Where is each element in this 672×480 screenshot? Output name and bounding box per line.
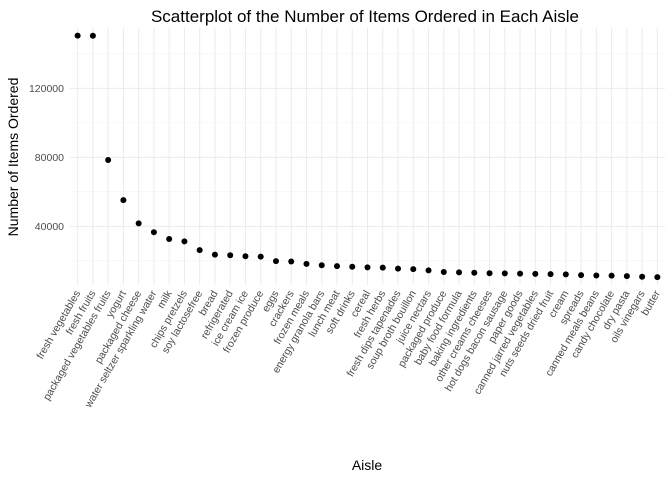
data-point	[471, 269, 478, 276]
data-point	[364, 264, 371, 271]
data-point	[379, 264, 386, 271]
data-point	[578, 272, 585, 279]
data-point	[395, 265, 402, 272]
y-tick-label: 80000	[35, 152, 64, 164]
data-point	[517, 270, 524, 277]
data-point	[135, 220, 142, 227]
y-tick-labels: 40000 80000 120000	[29, 83, 64, 233]
data-point	[303, 260, 310, 267]
data-point	[272, 258, 279, 265]
y-tick-label: 40000	[35, 221, 64, 233]
data-point	[166, 236, 173, 243]
data-point	[532, 270, 539, 277]
x-axis-title: Aisle	[352, 457, 383, 473]
data-point	[288, 258, 295, 265]
data-point	[242, 253, 249, 260]
data-point	[120, 197, 127, 204]
data-point	[486, 270, 493, 277]
data-point	[501, 270, 508, 277]
chart-title: Scatterplot of the Number of Items Order…	[151, 7, 579, 26]
data-point	[318, 262, 325, 269]
data-point	[257, 253, 264, 260]
data-point	[349, 263, 356, 270]
data-point	[105, 156, 112, 163]
data-point	[333, 263, 340, 270]
data-point	[456, 269, 463, 276]
data-point	[654, 274, 661, 281]
data-point	[425, 267, 432, 274]
data-point	[150, 229, 157, 236]
data-point	[623, 273, 630, 280]
data-point	[410, 266, 417, 273]
data-point	[227, 252, 234, 259]
data-point	[196, 247, 203, 254]
data-point	[639, 273, 646, 280]
data-point	[547, 271, 554, 278]
y-tick-label: 120000	[29, 83, 64, 95]
data-points	[74, 32, 661, 281]
y-axis-title: Number of Items Ordered	[5, 78, 21, 237]
data-point	[440, 269, 447, 276]
data-point	[74, 32, 81, 39]
data-point	[593, 272, 600, 279]
data-point	[562, 271, 569, 278]
grid-lines	[70, 28, 665, 285]
data-point	[89, 32, 96, 39]
data-point	[181, 238, 188, 245]
data-point	[211, 251, 218, 258]
data-point	[608, 272, 615, 279]
